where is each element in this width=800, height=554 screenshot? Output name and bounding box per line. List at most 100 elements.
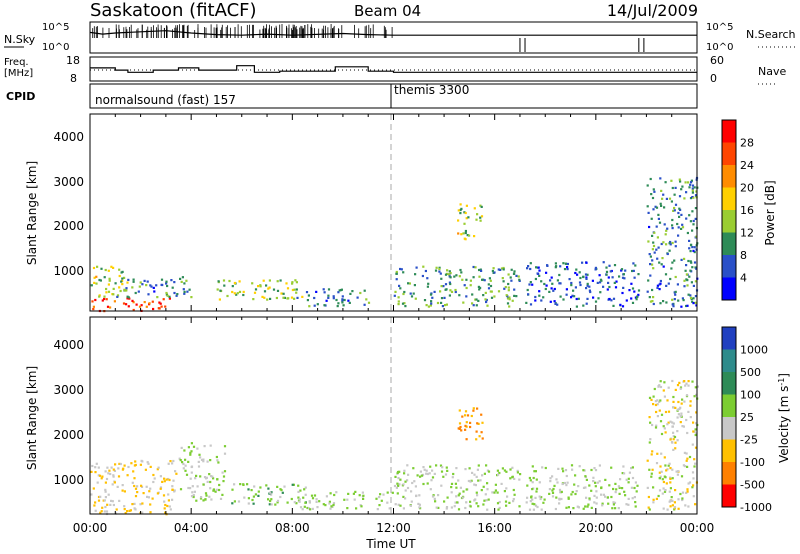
heatmap-cell (608, 297, 611, 301)
heatmap-cell (694, 295, 697, 298)
heatmap-cell (433, 290, 436, 293)
heatmap-cell (428, 472, 431, 475)
heatmap-cell (680, 414, 683, 417)
heatmap-cell (152, 480, 155, 484)
heatmap-cell (693, 430, 696, 433)
heatmap-cell (615, 488, 618, 491)
heatmap-cell (462, 490, 465, 493)
heatmap-cell (557, 467, 560, 470)
heatmap-cell (558, 502, 561, 505)
heatmap-cell (602, 285, 605, 288)
velocity-colorbar-label: -1000 (740, 501, 772, 514)
heatmap-cell (652, 188, 655, 191)
heatmap-cell (618, 486, 621, 489)
heatmap-cell (672, 435, 675, 438)
heatmap-cell (685, 191, 688, 194)
heatmap-cell (127, 305, 130, 308)
heatmap-cell (685, 452, 688, 455)
heatmap-cell (182, 467, 185, 470)
heatmap-cell (444, 304, 447, 307)
heatmap-cell (658, 400, 661, 403)
heatmap-cell (99, 279, 102, 282)
heatmap-cell (397, 300, 400, 303)
heatmap-cell (279, 279, 282, 282)
heatmap-cell (686, 431, 689, 435)
heatmap-cell (592, 480, 595, 483)
heatmap-cell (682, 425, 685, 428)
time-tick-label: 16:00 (477, 521, 512, 535)
cpid-panel: CPID normalsound (fast) 157 themis 3300 (6, 83, 698, 109)
heatmap-cell (634, 501, 637, 504)
heatmap-cell (435, 506, 438, 509)
heatmap-cell (552, 289, 555, 292)
heatmap-cell (394, 503, 397, 506)
heatmap-cell (511, 476, 514, 479)
heatmap-cell (651, 300, 654, 303)
heatmap-cell (425, 304, 428, 307)
heatmap-cell (205, 476, 208, 479)
heatmap-cell (476, 213, 479, 216)
heatmap-cell (184, 458, 187, 461)
heatmap-cell (294, 279, 297, 282)
heatmap-cell (276, 499, 280, 502)
heatmap-cell (632, 262, 635, 265)
heatmap-cell (298, 498, 301, 501)
heatmap-cell (652, 244, 656, 248)
heatmap-cell (625, 478, 628, 481)
time-tick-label: 00:00 (73, 521, 108, 535)
heatmap-cell (661, 478, 664, 481)
heatmap-cell (263, 290, 267, 293)
heatmap-cell (145, 305, 148, 308)
heatmap-cell (695, 235, 698, 238)
heatmap-cell (297, 490, 300, 493)
heatmap-cell (313, 296, 316, 300)
heatmap-cell (98, 295, 101, 298)
heatmap-cell (473, 207, 476, 210)
heatmap-cell (397, 503, 400, 506)
heatmap-cell (95, 282, 98, 285)
heatmap-cell (628, 289, 631, 292)
heatmap-cell (688, 214, 691, 217)
heatmap-cell (687, 259, 690, 263)
heatmap-cell (95, 462, 98, 465)
heatmap-cell (455, 486, 458, 489)
heatmap-cell (630, 486, 633, 489)
heatmap-cell (531, 465, 534, 468)
heatmap-cell (480, 215, 484, 218)
heatmap-cell (494, 483, 497, 486)
heatmap-cell (419, 470, 422, 473)
heatmap-cell (570, 493, 573, 496)
heatmap-cell (251, 498, 254, 502)
heatmap-cell (656, 399, 659, 402)
heatmap-cell (668, 197, 672, 200)
heatmap-cell (677, 413, 680, 416)
heatmap-cell (226, 294, 229, 298)
heatmap-cell (525, 501, 528, 504)
heatmap-cell (198, 453, 201, 456)
heatmap-cell (113, 300, 116, 303)
heatmap-cell (429, 465, 432, 468)
heatmap-cell (112, 474, 115, 477)
heatmap-cell (650, 453, 653, 456)
heatmap-cell (549, 480, 552, 483)
nsearch-label: N.Search (746, 28, 796, 41)
heatmap-cell (671, 218, 674, 222)
heatmap-cell (329, 492, 332, 495)
heatmap-cell (397, 470, 400, 474)
heatmap-cell (435, 464, 438, 467)
heatmap-cell (395, 486, 398, 489)
power-panel: Slant Range [km] 1000 2000 3000 4000 481… (25, 113, 777, 313)
heatmap-cell (657, 385, 660, 388)
heatmap-cell (178, 457, 181, 460)
heatmap-cell (204, 492, 208, 495)
power-colorbar-label: 24 (740, 159, 754, 172)
heatmap-cell (424, 269, 427, 273)
heatmap-cell (665, 197, 668, 200)
heatmap-cell (450, 290, 454, 293)
heatmap-cell (662, 300, 665, 303)
heatmap-cell (607, 502, 610, 505)
heatmap-cell (397, 477, 400, 480)
power-xticks (89, 114, 698, 311)
heatmap-cell (613, 281, 616, 284)
heatmap-cell (100, 267, 103, 270)
